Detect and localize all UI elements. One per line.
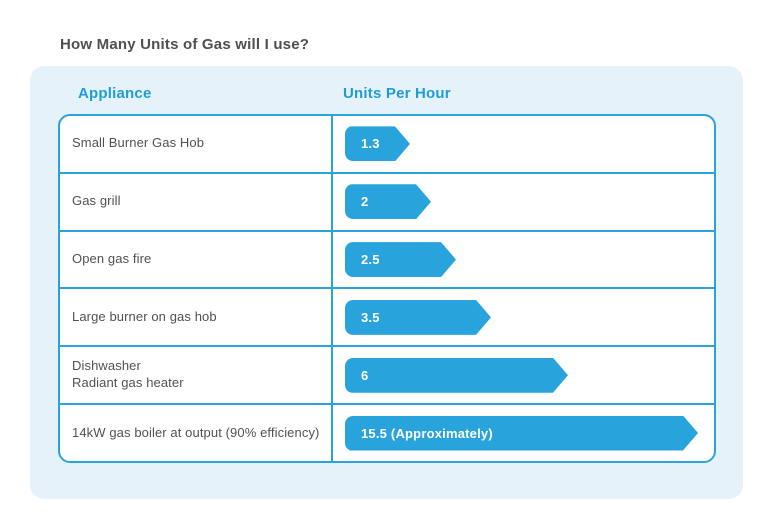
units-bar: 2: [345, 184, 431, 219]
appliance-label: Gas grill: [60, 173, 333, 230]
units-value: 3.5: [361, 309, 380, 325]
units-value: 1.3: [361, 136, 380, 152]
units-value: 6: [361, 367, 369, 383]
units-bar: 3.5: [345, 300, 491, 335]
units-bar: 2.5: [345, 242, 456, 277]
units-bar: 6: [345, 358, 568, 393]
units-cell: 3.5: [333, 289, 714, 345]
chart-card: Appliance Units Per Hour Small Burner Ga…: [30, 66, 743, 499]
appliance-label: Small Burner Gas Hob: [60, 116, 333, 172]
units-cell: 6: [333, 347, 714, 403]
units-cell: 2.5: [333, 232, 714, 288]
units-bar: 15.5 (Approximately): [345, 416, 698, 451]
appliance-label: 14kW gas boiler at output (90% efficienc…: [60, 405, 333, 461]
units-bar: 1.3: [345, 126, 410, 161]
appliance-label: Dishwasher Radiant gas heater: [60, 347, 333, 404]
appliance-label: Open gas fire: [60, 231, 333, 288]
page-title: How Many Units of Gas will I use?: [60, 36, 310, 53]
gas-usage-table: Small Burner Gas Hob 1.3 Gas grill 2 Ope…: [58, 114, 716, 463]
table-row: Open gas fire 2.5: [60, 231, 714, 290]
column-header-units: Units Per Hour: [343, 85, 451, 102]
units-cell: 2: [333, 174, 714, 230]
table-row: 14kW gas boiler at output (90% efficienc…: [60, 405, 714, 461]
table-row: Large burner on gas hob 3.5: [60, 289, 714, 348]
units-cell: 1.3: [333, 116, 714, 172]
table-row: Small Burner Gas Hob 1.3: [60, 116, 714, 174]
table-row: Gas grill 2: [60, 173, 714, 232]
units-value: 2: [361, 194, 369, 210]
units-cell: 15.5 (Approximately): [333, 405, 714, 461]
appliance-label: Large burner on gas hob: [60, 289, 333, 346]
column-header-appliance: Appliance: [78, 85, 152, 102]
table-row: Dishwasher Radiant gas heater 6: [60, 347, 714, 406]
units-value: 2.5: [361, 252, 380, 268]
units-value: 15.5 (Approximately): [361, 425, 493, 441]
